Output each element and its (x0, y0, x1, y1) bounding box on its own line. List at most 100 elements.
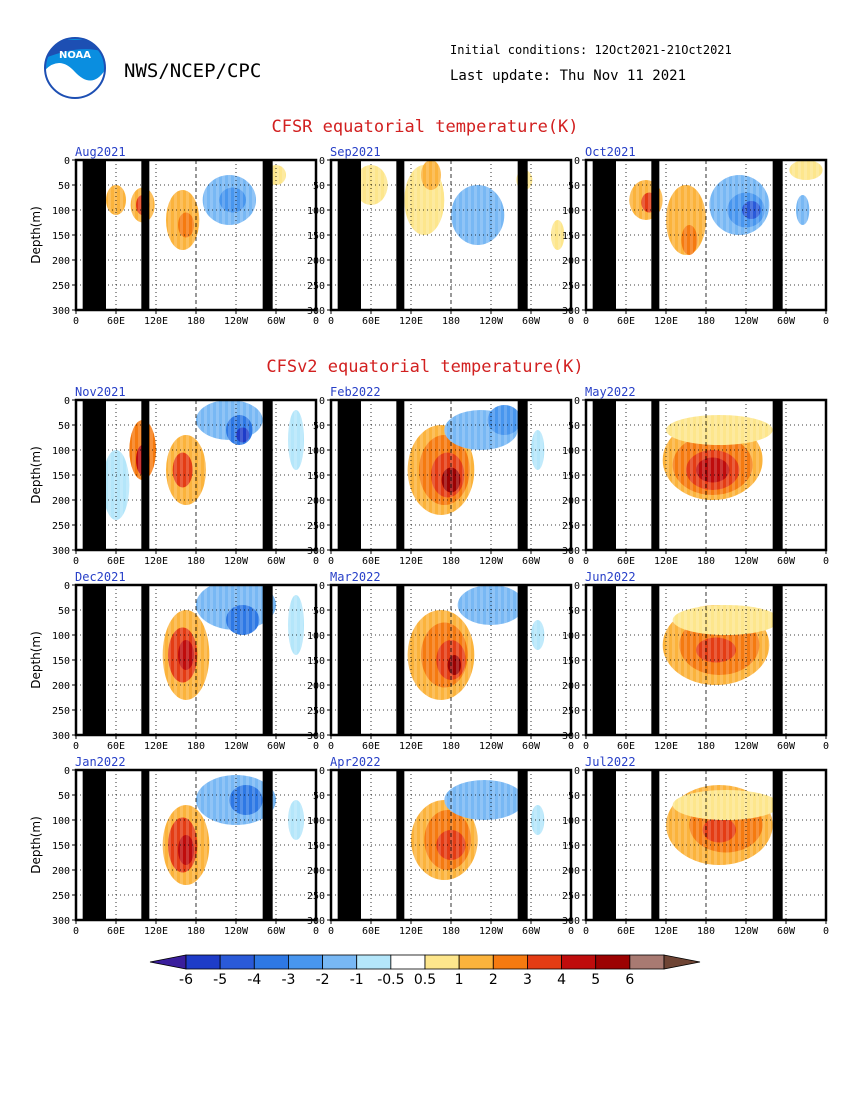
y-tick-label: 300 (52, 916, 70, 927)
colorbar-swatch (424, 954, 460, 970)
y-tick-label: 0 (319, 766, 325, 777)
x-tick-label: 60E (362, 741, 380, 752)
x-tick-label: 120E (654, 556, 678, 567)
panel-contours (331, 585, 571, 735)
land-mask (772, 585, 783, 735)
y-tick-label: 150 (562, 231, 580, 242)
colorbar-label: -3 (281, 972, 295, 988)
panel-month-label: Jun2022 (585, 570, 636, 584)
x-tick-label: 60E (107, 556, 125, 567)
land-mask (772, 770, 783, 920)
y-tick-label: 0 (64, 156, 70, 167)
y-tick-label: 300 (562, 546, 580, 557)
x-tick-label: 180 (187, 926, 205, 937)
colorbar-label: -5 (213, 972, 227, 988)
y-tick-label: 0 (319, 396, 325, 407)
y-tick-label: 250 (562, 891, 580, 902)
y-tick-label: 150 (52, 841, 70, 852)
y-tick-label: 50 (568, 181, 580, 192)
y-tick-label: 0 (64, 766, 70, 777)
y-tick-label: 300 (307, 731, 325, 742)
land-mask (517, 160, 528, 310)
initial-conditions: Initial conditions: 12Oct2021-21Oct2021 (450, 43, 732, 57)
colorbar: -6 -5 -4 -3 -2 -1 -0.5 0.5 1 2 3 4 5 6 (149, 954, 701, 988)
land-mask (772, 400, 783, 550)
x-tick-label: 180 (697, 316, 715, 327)
x-tick-label: 120W (734, 741, 759, 752)
land-mask (592, 770, 616, 920)
x-tick-label: 60W (267, 316, 286, 327)
y-tick-label: 300 (307, 306, 325, 317)
land-mask (337, 770, 361, 920)
noaa-logo: NOAA (44, 37, 106, 99)
panel-month-label: Mar2022 (330, 570, 381, 584)
colorbar-label: 0.5 (414, 972, 436, 988)
land-mask (396, 585, 405, 735)
x-tick-label: 120W (224, 316, 249, 327)
x-tick-label: 180 (187, 316, 205, 327)
x-tick-label: 60E (617, 926, 635, 937)
last-update: Last update: Thu Nov 11 2021 (450, 68, 686, 84)
colorbar-label: 1 (455, 972, 464, 988)
y-tick-label: 0 (574, 766, 580, 777)
y-tick-label: 250 (52, 281, 70, 292)
y-tick-label: 100 (307, 446, 325, 457)
x-tick-label: 180 (442, 556, 460, 567)
x-tick-label: 60W (267, 741, 286, 752)
colorbar-swatch (356, 954, 392, 970)
x-tick-label: 120W (734, 316, 759, 327)
x-tick-label: 60E (107, 741, 125, 752)
y-tick-label: 0 (64, 396, 70, 407)
y-tick-label: 150 (52, 231, 70, 242)
land-mask (592, 400, 616, 550)
panel-month-label: Nov2021 (75, 385, 126, 399)
land-mask (82, 585, 106, 735)
y-tick-label: 50 (313, 606, 325, 617)
panel-contours (586, 400, 826, 550)
x-tick-label: 120E (399, 556, 423, 567)
x-tick-label: 120E (144, 556, 168, 567)
colorbar-label: 5 (591, 972, 600, 988)
y-tick-label: 300 (52, 306, 70, 317)
colorbar-arrow-left (149, 954, 187, 970)
x-tick-label: 0 (73, 741, 79, 752)
x-tick-label: 0 (583, 316, 589, 327)
x-tick-label: 60E (362, 316, 380, 327)
colorbar-label: -0.5 (377, 972, 404, 988)
y-tick-label: 250 (307, 281, 325, 292)
colorbar-swatch (492, 954, 528, 970)
y-tick-label: 100 (52, 816, 70, 827)
x-tick-label: 60E (617, 316, 635, 327)
y-tick-label: 100 (52, 631, 70, 642)
x-tick-label: 0 (313, 926, 319, 937)
x-tick-label: 0 (313, 741, 319, 752)
y-tick-label: 50 (313, 421, 325, 432)
y-tick-label: 0 (64, 581, 70, 592)
y-tick-label: 0 (319, 581, 325, 592)
y-tick-label: 100 (562, 631, 580, 642)
land-mask (262, 160, 273, 310)
x-tick-label: 180 (187, 556, 205, 567)
y-axis-label: Depth(m) (29, 631, 43, 689)
x-tick-label: 60W (267, 926, 286, 937)
x-tick-label: 0 (328, 316, 334, 327)
y-tick-label: 300 (562, 916, 580, 927)
y-tick-label: 100 (307, 631, 325, 642)
y-tick-label: 50 (58, 421, 70, 432)
x-tick-label: 0 (823, 741, 829, 752)
y-tick-label: 0 (319, 156, 325, 167)
x-tick-label: 180 (697, 556, 715, 567)
land-mask (141, 400, 150, 550)
x-tick-label: 180 (442, 741, 460, 752)
colorbar-swatch (288, 954, 323, 970)
y-tick-label: 200 (52, 681, 70, 692)
x-tick-label: 120E (399, 926, 423, 937)
y-tick-label: 250 (52, 706, 70, 717)
